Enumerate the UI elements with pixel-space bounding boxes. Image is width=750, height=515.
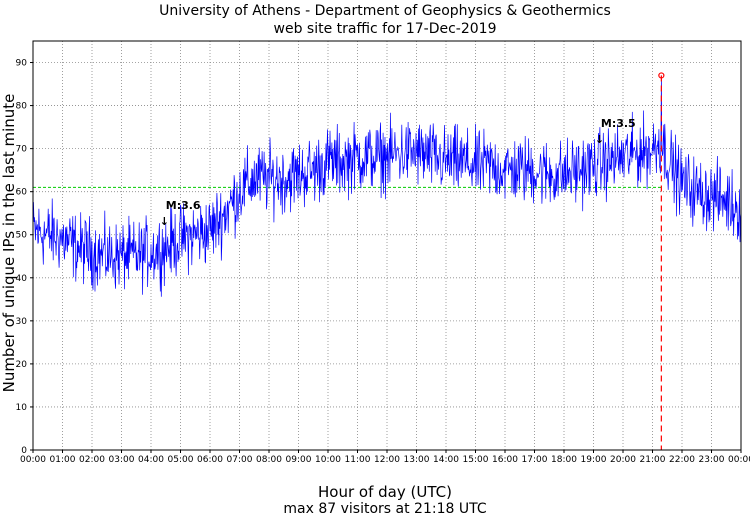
chart-subtitle: web site traffic for 17-Dec-2019 — [274, 21, 497, 37]
x-tick-label: 00:00 — [728, 455, 750, 465]
x-tick-label: 01:00 — [50, 455, 76, 465]
series-line — [32, 75, 742, 297]
x-tick-label: 04:00 — [138, 455, 164, 465]
x-tick-label: 03:00 — [109, 455, 135, 465]
down-arrow-icon: ↓ — [160, 215, 169, 228]
y-axis-ticks: 0 10 20 30 40 50 60 70 80 90 — [16, 59, 33, 456]
max-point-marker — [658, 72, 665, 79]
chart-title: University of Athens - Department of Geo… — [159, 3, 611, 19]
x-tick-label: 13:00 — [404, 455, 430, 465]
y-tick-label: 60 — [16, 188, 28, 198]
x-tick-label: 19:00 — [581, 455, 607, 465]
x-tick-label: 07:00 — [227, 455, 253, 465]
y-tick-label: 80 — [16, 102, 28, 112]
x-tick-label: 15:00 — [463, 455, 489, 465]
x-tick-label: 09:00 — [286, 455, 312, 465]
earthquake-annotation-label: M:3.6 — [166, 199, 201, 212]
x-tick-label: 22:00 — [669, 455, 695, 465]
footer-max-text: max 87 visitors at 21:18 UTC — [283, 501, 486, 515]
x-tick-label: 17:00 — [522, 455, 548, 465]
x-tick-label: 12:00 — [374, 455, 400, 465]
x-tick-label: 23:00 — [699, 455, 725, 465]
earthquake-annotation-label: M:3.5 — [601, 117, 636, 130]
x-tick-label: 16:00 — [492, 455, 518, 465]
x-axis-ticks: 00:00 01:00 02:00 03:00 04:00 05:00 06:00 07:00… — [20, 450, 750, 465]
y-tick-label: 0 — [21, 446, 27, 456]
x-tick-label: 11:00 — [345, 455, 371, 465]
x-tick-label: 14:00 — [433, 455, 459, 465]
y-tick-label: 50 — [16, 231, 28, 241]
x-tick-label: 20:00 — [610, 455, 636, 465]
y-tick-label: 40 — [16, 274, 28, 284]
annotations: M:3.6 ↓ M:3.5 ↓ — [160, 117, 636, 228]
x-tick-label: 21:00 — [640, 455, 666, 465]
x-axis-label: Hour of day (UTC) — [318, 483, 452, 501]
x-tick-label: 10:00 — [315, 455, 341, 465]
x-tick-label: 02:00 — [79, 455, 105, 465]
x-tick-label: 05:00 — [168, 455, 194, 465]
down-arrow-icon: ↓ — [595, 133, 604, 146]
x-tick-label: 08:00 — [256, 455, 282, 465]
y-tick-label: 30 — [16, 317, 28, 327]
y-tick-label: 20 — [16, 360, 28, 370]
y-axis-label: Number of unique IPs in the last minute — [0, 94, 18, 393]
y-tick-label: 70 — [16, 145, 28, 155]
y-tick-label: 10 — [16, 403, 28, 413]
x-tick-label: 06:00 — [197, 455, 223, 465]
y-tick-label: 90 — [16, 59, 28, 69]
grid-lines — [33, 41, 741, 450]
x-tick-label: 00:00 — [20, 455, 46, 465]
x-tick-label: 18:00 — [551, 455, 577, 465]
